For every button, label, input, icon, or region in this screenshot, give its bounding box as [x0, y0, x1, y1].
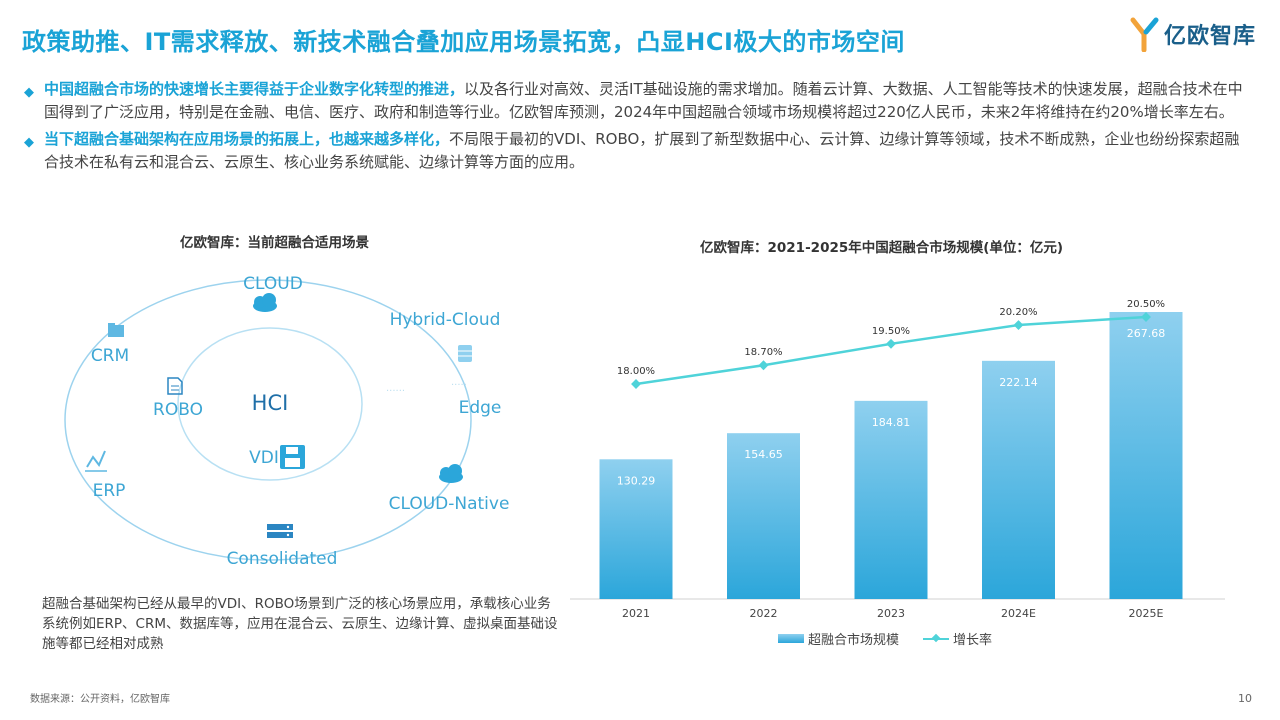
label-erp: ERP	[93, 481, 126, 501]
bullet-item: ◆ 当下超融合基础架构在应用场景的拓展上，也越来越多样化，不局限于最初的VDI、…	[22, 128, 1252, 174]
label-consolidated: Consolidated	[227, 549, 338, 569]
server-icon	[267, 524, 293, 538]
page-number: 10	[1238, 692, 1252, 705]
bar	[727, 433, 800, 599]
bar-value-label: 130.29	[617, 474, 656, 487]
label-vdi: VDI	[249, 448, 279, 468]
bar	[854, 400, 928, 599]
chart-legend: 超融合市场规模 增长率	[778, 629, 992, 648]
document-icon	[167, 377, 183, 395]
growth-point	[886, 338, 896, 349]
folder-icon	[108, 323, 124, 337]
source-note: 数据来源：公开资料，亿欧智库	[30, 694, 170, 705]
growth-point	[1141, 312, 1151, 322]
growth-value-label: 20.20%	[999, 307, 1037, 318]
dots-decoration: .....	[451, 377, 467, 388]
market-size-chart: 130.29 154.65 184.81 222.14 267.68 18.00% 18.…	[570, 299, 1225, 620]
bullet-list: ◆ 中国超融合市场的快速增长主要得益于企业数字化转型的推进，以及各行业对高效、灵…	[22, 78, 1252, 178]
growth-value-label: 18.00%	[617, 366, 655, 377]
label-edge: Edge	[459, 398, 502, 418]
diagram-note: 超融合基础架构已经从最早的VDI、ROBO场景到广泛的核心场景应用，承载核心业务…	[42, 596, 558, 652]
cloud-icon	[439, 464, 463, 483]
chart-icon	[85, 450, 107, 472]
bar-value-label: 267.68	[1127, 327, 1166, 340]
dots-decoration: ......	[386, 383, 405, 394]
growth-value-label: 20.50%	[1127, 299, 1165, 310]
outer-ring	[64, 279, 472, 561]
inner-ring	[177, 327, 363, 481]
legend-bar-label: 超融合市场规模	[808, 633, 900, 648]
label-cloud: CLOUD	[243, 274, 303, 294]
bar	[1109, 312, 1183, 599]
save-icon	[280, 445, 305, 469]
label-hybrid-cloud: Hybrid-Cloud	[390, 310, 501, 330]
hci-scenario-diagram: CLOUD Hybrid-Cloud CRM ROBO HCI Edge ...…	[64, 274, 510, 569]
label-cloud-native: CLOUD-Native	[389, 494, 510, 514]
diamond-icon: ◆	[24, 85, 34, 100]
legend-line-label: 增长率	[953, 633, 993, 648]
legend-bar-swatch	[778, 634, 804, 643]
bullet-item: ◆ 中国超融合市场的快速增长主要得益于企业数字化转型的推进，以及各行业对高效、灵…	[22, 78, 1252, 124]
database-icon	[458, 345, 472, 362]
growth-value-label: 18.70%	[744, 347, 782, 358]
growth-point	[758, 360, 769, 371]
growth-point	[1013, 320, 1024, 330]
bullet-highlight: 中国超融合市场的快速增长主要得益于企业数字化转型的推进，	[44, 80, 465, 98]
bullet-highlight: 当下超融合基础架构在应用场景的拓展上，也越来越多样化，	[44, 130, 450, 148]
x-tick-label: 2024E	[1001, 607, 1036, 620]
bar	[982, 360, 1055, 599]
bullet-text: 以及各行业对高效、灵活IT基础设施的需求增加。随着云计算、大数据、人工智能等技术…	[44, 80, 1243, 121]
label-crm: CRM	[91, 346, 129, 366]
bullet-text: 不局限于最初的VDI、ROBO，扩展到了新型数据中心、云计算、边缘计算等领域，技…	[44, 130, 1240, 171]
diamond-icon: ◆	[24, 135, 34, 150]
x-tick-label: 2023	[877, 607, 905, 620]
x-tick-label: 2025E	[1129, 607, 1164, 620]
logo: 亿欧智库	[1130, 16, 1256, 52]
diagram-title: 亿欧智库：当前超融合适用场景	[180, 235, 369, 251]
logo-text: 亿欧智库	[1163, 24, 1256, 49]
bar	[599, 459, 673, 599]
growth-point	[631, 379, 641, 389]
label-robo: ROBO	[153, 400, 203, 420]
x-tick-label: 2021	[622, 607, 650, 620]
legend-line-swatch	[923, 637, 950, 640]
bar-value-label: 154.65	[744, 448, 783, 461]
label-hci: HCI	[252, 391, 289, 415]
growth-value-label: 19.50%	[872, 326, 910, 337]
page-title: 政策助推、IT需求释放、新技术融合叠加应用场景拓宽，凸显HCI极大的市场空间	[22, 28, 905, 56]
x-tick-label: 2022	[750, 607, 778, 620]
logo-icon	[1130, 17, 1159, 52]
bar-value-label: 184.81	[872, 416, 911, 429]
chart-title: 亿欧智库：2021-2025年中国超融合市场规模(单位：亿元)	[700, 240, 1064, 256]
cloud-icon	[253, 293, 277, 312]
bar-value-label: 222.14	[999, 376, 1038, 389]
